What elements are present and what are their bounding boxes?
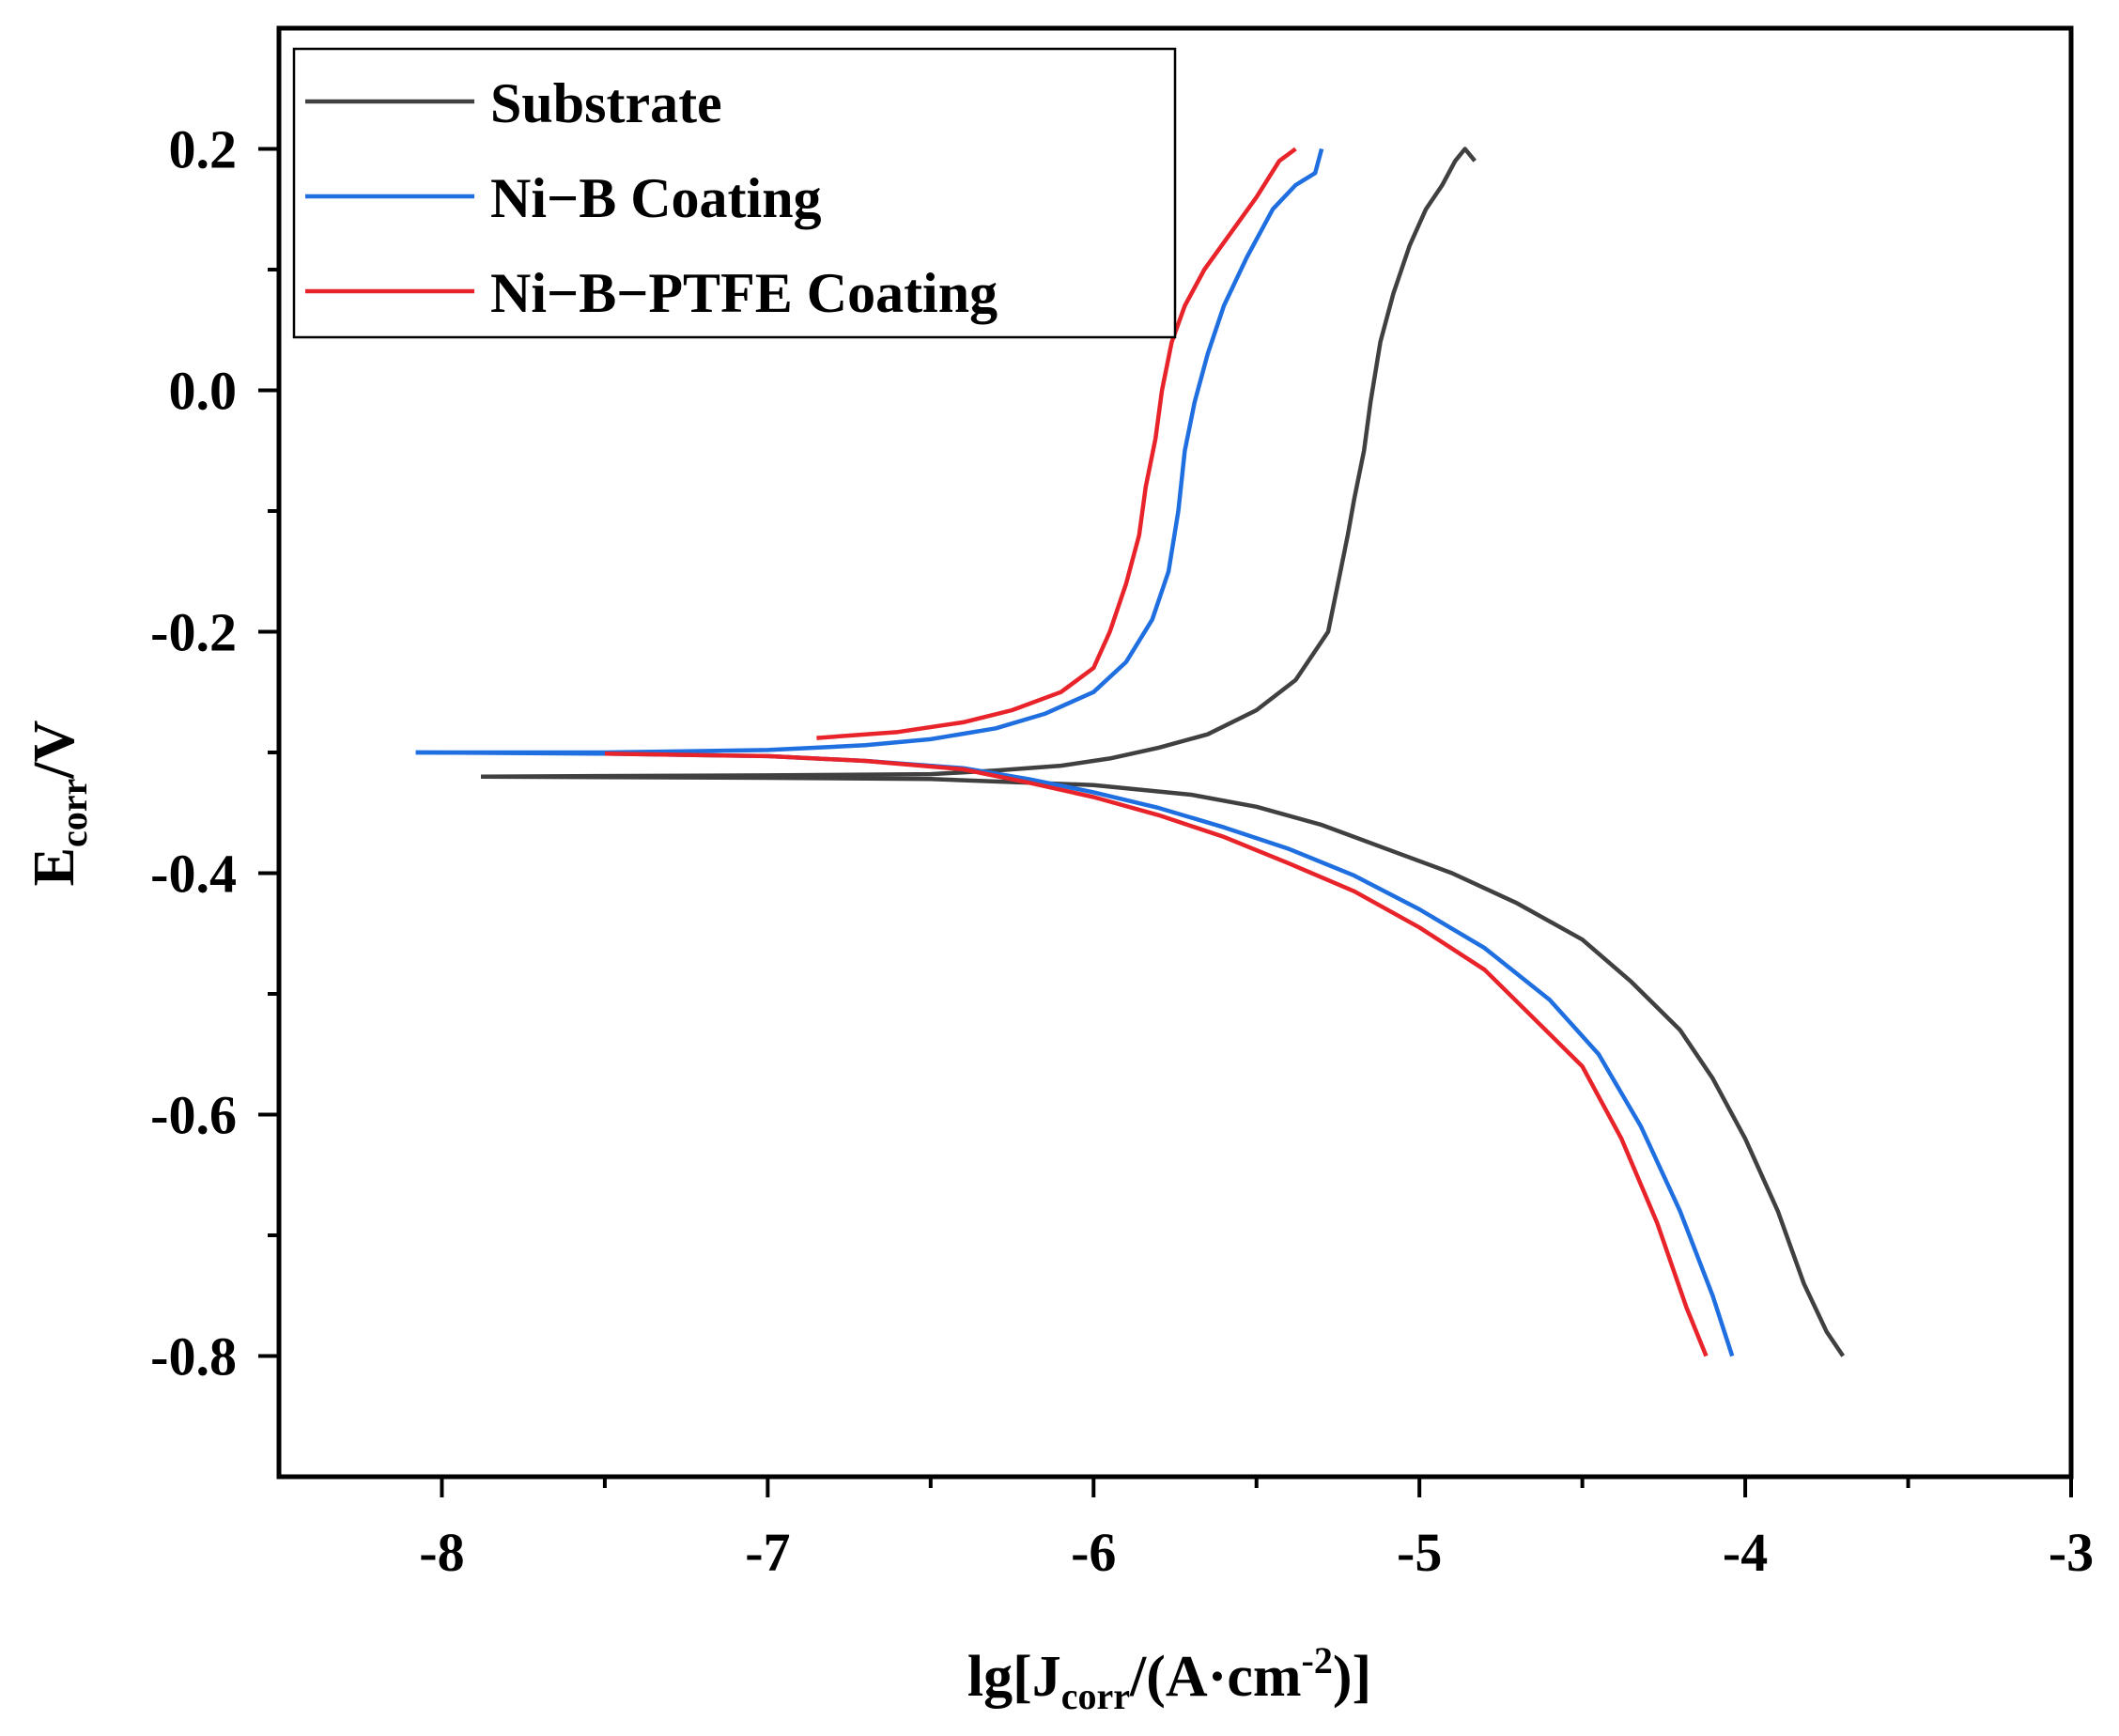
x-axis-title-prefix: lg[J — [967, 1645, 1061, 1709]
series-ni-b-ptfe-anodic-line — [816, 147, 1297, 740]
y-tick-label: -0.6 — [150, 1085, 237, 1146]
legend: Substrate Ni−B Coating Ni−B−PTFE Coating — [292, 47, 1177, 339]
x-tick-label: -8 — [419, 1522, 464, 1583]
series-ni-b-anodic-line — [415, 147, 1324, 755]
x-axis-title-suffix: )] — [1333, 1645, 1371, 1709]
legend-label-ni-b: Ni−B Coating — [490, 167, 822, 229]
y-tick-label: 0.0 — [169, 361, 238, 422]
legend-label-substrate: Substrate — [490, 72, 722, 134]
legend-label-ni-b-ptfe: Ni−B−PTFE Coating — [490, 262, 998, 324]
x-tick-label: -5 — [1397, 1522, 1442, 1583]
y-tick-label: 0.2 — [169, 119, 238, 180]
x-axis-title-subscript: corr — [1061, 1675, 1130, 1717]
x-tick-label: -7 — [745, 1522, 790, 1583]
x-axis-title: lg[Jcorr/(A·cm-2)] — [967, 1639, 1371, 1717]
y-axis-title-suffix: /V — [23, 720, 86, 779]
series-ni-b-ptfe-cathodic-line — [604, 752, 1709, 1357]
data-series-group — [415, 147, 1846, 1357]
y-tick-label: -0.4 — [150, 844, 237, 905]
x-axis-title-mid: /(A·cm — [1129, 1645, 1302, 1709]
y-tick-label: -0.2 — [150, 602, 237, 663]
y-tick-label: -0.8 — [150, 1326, 237, 1387]
x-tick-label: -3 — [2049, 1522, 2094, 1583]
axis-tick-labels: -8 -7 -6 -5 -4 -3 -0.8 -0.6 -0.4 -0.2 0.0 0.2 — [150, 119, 2094, 1584]
x-tick-label: -4 — [1723, 1522, 1768, 1583]
x-tick-label: -6 — [1071, 1522, 1116, 1583]
y-axis-title: Ecorr/V — [23, 720, 95, 886]
series-substrate-anodic-line — [481, 147, 1477, 779]
y-axis-title-main: E — [23, 847, 86, 886]
y-axis-title-subscript: corr — [53, 779, 95, 847]
axis-ticks — [258, 147, 2073, 1497]
series-substrate-cathodic-line — [481, 774, 1846, 1357]
x-axis-title-superscript: -2 — [1302, 1639, 1333, 1682]
